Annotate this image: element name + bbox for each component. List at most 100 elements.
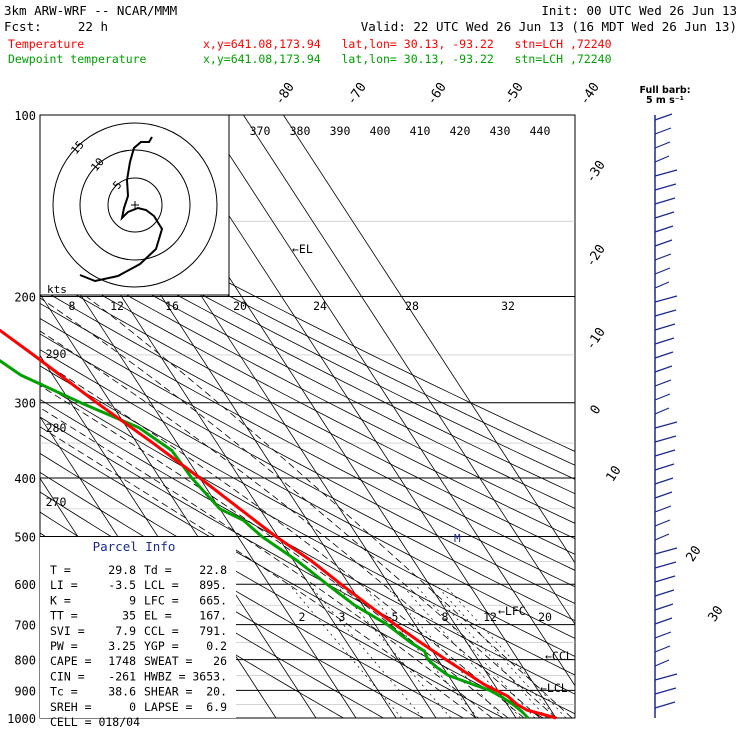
- wind-barb: [654, 253, 672, 261]
- dry-adiabat: [40, 416, 575, 715]
- wind-barb: [654, 491, 673, 499]
- theta-tick-label: 390: [330, 124, 351, 138]
- wind-barb: [654, 225, 674, 233]
- parcel-info-title: Parcel Info: [93, 539, 176, 554]
- parcel-row-label1: Tc =: [50, 685, 78, 699]
- mixing-ratio-line: [384, 583, 503, 718]
- pressure-tick-label: 800: [14, 654, 36, 668]
- parcel-row-label2: CCL =: [144, 624, 179, 638]
- mixing-ratio-low-label: 5: [392, 610, 399, 624]
- parcel-row-value2: 22.8: [199, 563, 227, 577]
- parcel-info-box: Parcel Info T = 29.8 Td = 22.8 LI = -3.5 LCL =…: [40, 537, 236, 729]
- pressure-tick-label: 400: [14, 472, 36, 486]
- dry-adiabat: [40, 245, 575, 524]
- parcel-row-value1: 35: [122, 609, 136, 623]
- wind-barb: [654, 477, 674, 485]
- wind-barb: [654, 421, 678, 429]
- parcel-row-label2: EL =: [144, 609, 172, 623]
- model-title: 3km ARW-WRF -- NCAR/MMM: [4, 3, 177, 18]
- wind-barb: [654, 589, 675, 597]
- parcel-row-value2: 20.: [206, 685, 227, 699]
- mixing-ratio-line: [308, 583, 424, 718]
- dry-adiabat: [40, 382, 575, 676]
- temperature-series-line: [0, 328, 557, 720]
- pressure-tick-label: 600: [14, 578, 36, 592]
- isotherm: [203, 115, 575, 687]
- mixing-ratio-line: [435, 583, 558, 718]
- dry-adiabat: [40, 365, 575, 657]
- lcl-marker: M: [454, 532, 461, 545]
- wind-barb: [654, 155, 670, 163]
- pressure-tick-label: 500: [14, 530, 36, 544]
- dry-adiabat: [40, 206, 575, 480]
- theta-side-label: 270: [46, 495, 67, 509]
- mixing-ratio-line: [443, 583, 567, 718]
- dry-adiabat: [40, 434, 544, 718]
- isotherm: [283, 115, 575, 564]
- mixing-ratio-tick-label: 32: [501, 299, 515, 313]
- parcel-row-value1: 29.8: [108, 563, 136, 577]
- parcel-row-value1: 1748: [108, 654, 136, 668]
- mixing-ratio-line: [414, 583, 536, 718]
- mixing-ratio-low-label: 8: [442, 610, 449, 624]
- isotherm: [40, 231, 357, 718]
- wind-barb: [654, 393, 671, 401]
- dry-adiabat: [40, 273, 575, 555]
- isotherm-tick-label: 20: [684, 543, 705, 564]
- parcel-row-label1: PW =: [50, 639, 78, 653]
- parcel-info-rows: T = 29.8 Td = 22.8 LI = -3.5 LCL = 895. K = 9 LFC …: [50, 563, 227, 729]
- mixing-ratio-line: [360, 583, 479, 718]
- parcel-row-value2: 791.: [199, 624, 227, 638]
- parcel-row-label1: K =: [50, 593, 71, 607]
- parcel-row-label2: Td =: [144, 563, 172, 577]
- isotherm-tick-label: 30: [706, 603, 727, 624]
- theta-tick-label: 370: [250, 124, 271, 138]
- wind-barb: [654, 295, 678, 303]
- dry-adiabat: [40, 259, 575, 540]
- theta-tick-label: 420: [450, 124, 471, 138]
- wind-barb: [654, 645, 671, 653]
- pressure-tick-label: 700: [14, 619, 36, 633]
- mixing-ratio-tick-label: 24: [313, 299, 327, 313]
- theta-tick-label: 440: [530, 124, 551, 138]
- isotherm-tick-label: -70: [344, 80, 370, 108]
- wind-barb: [654, 281, 670, 289]
- wind-barb: [654, 603, 674, 611]
- mixing-ratio-tick-label: 16: [165, 299, 179, 313]
- parcel-row-value1: -261: [108, 669, 136, 683]
- parcel-row-label1: SVI =: [50, 624, 85, 638]
- wind-barb: [654, 365, 673, 373]
- mixing-ratio-low-label: 20: [538, 610, 552, 624]
- pressure-tick-label: 1000: [7, 712, 36, 726]
- hodograph-units: kts: [47, 283, 67, 296]
- parcel-row-label1: CELL = 018/04: [50, 715, 140, 729]
- mixing-ratio-low-label: 3: [339, 610, 346, 624]
- dry-adiabat: [40, 180, 575, 452]
- fcst-value: 22 h: [78, 19, 108, 34]
- wind-barb: [654, 379, 672, 387]
- dry-adiabat: [40, 288, 575, 571]
- wind-barb: [654, 113, 673, 121]
- isotherm-tick-label: -20: [583, 242, 609, 270]
- theta-tick-label: 400: [370, 124, 391, 138]
- parcel-row-label1: SREH =: [50, 700, 92, 714]
- wind-barb: [654, 351, 674, 359]
- wind-barb: [654, 239, 673, 247]
- level-annotation: ←LCL: [540, 681, 568, 695]
- valid-time: Valid: 22 UTC Wed 26 Jun 13 (16 MDT Wed …: [361, 19, 737, 34]
- mixing-ratio-tick-label: 12: [110, 299, 124, 313]
- theta-side-label: 280: [46, 421, 67, 435]
- mixing-ratio-tick-label: 28: [405, 299, 419, 313]
- dry-adiabat: [40, 302, 575, 588]
- wind-barb: [654, 435, 677, 443]
- parcel-row-value1: 9: [129, 593, 136, 607]
- isotherm-tick-label: -80: [272, 80, 298, 108]
- wind-barb: [654, 407, 670, 415]
- parcel-row-value2: 167.: [199, 609, 227, 623]
- moist-adiabat: [40, 426, 477, 718]
- wind-barb: [654, 673, 678, 681]
- parcel-row-label1: LI =: [50, 578, 78, 592]
- moist-adiabat: [86, 296, 573, 718]
- wind-barb: [654, 463, 675, 471]
